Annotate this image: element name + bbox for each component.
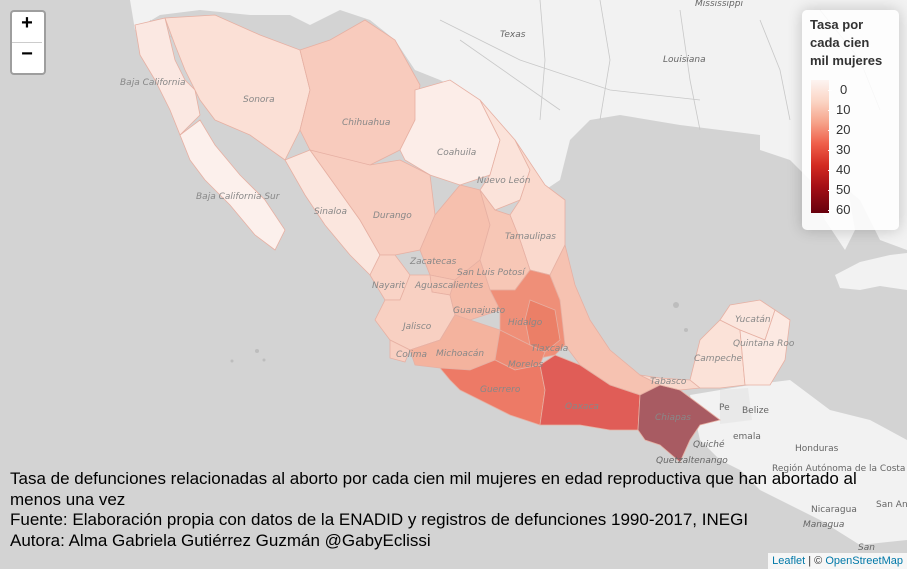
label-costa-region: Región Autónoma de la Costa [772, 463, 905, 474]
legend-tick [828, 110, 832, 111]
label-zacatecas: Zacatecas [409, 257, 457, 267]
legend-label: 10 [836, 102, 851, 117]
label-chihuahua: Chihuahua [342, 118, 390, 128]
label-sonora: Sonora [243, 95, 275, 105]
legend-label: 50 [836, 182, 851, 197]
legend-tick [828, 90, 832, 91]
leaflet-link[interactable]: Leaflet [772, 555, 806, 567]
caption-author: Autora: Alma Gabriela Gutiérrez Guzmán @… [10, 530, 431, 550]
label-oaxaca: Oaxaca [565, 402, 599, 412]
label-tlaxcala: Tlaxcala [531, 344, 568, 354]
label-belize: Belize [742, 406, 769, 416]
legend-title-line: cada cien [810, 35, 870, 50]
islands [230, 302, 688, 363]
label-san: San [858, 543, 875, 553]
label-coahuila: Coahuila [437, 148, 476, 158]
legend-tick [828, 130, 832, 131]
legend-label: 30 [836, 142, 851, 157]
label-yucatan: Yucatán [735, 315, 771, 325]
label-durango: Durango [373, 211, 412, 221]
legend-label: 40 [836, 162, 851, 177]
label-managua: Managua [803, 520, 844, 530]
label-sinaloa: Sinaloa [314, 207, 347, 217]
zoom-control: + − [10, 10, 46, 75]
label-texas: Texas [500, 30, 526, 40]
legend-tick [828, 190, 832, 191]
label-chiapas: Chiapas [655, 413, 691, 423]
state-colima [389, 339, 411, 363]
label-guanajuato: Guanajuato [453, 306, 506, 316]
map-caption: Tasa de defunciones relacionadas al abor… [10, 469, 907, 551]
label-aguascalientes: Aguascalientes [414, 281, 484, 291]
legend-color-bar [811, 80, 829, 213]
openstreetmap-link[interactable]: OpenStreetMap [825, 555, 903, 567]
label-san-luis-potosi: San Luis Potosí [457, 268, 526, 278]
place-labels: Mississippi Texas Louisiana Baja Califor… [120, 0, 907, 553]
usa-land [130, 0, 907, 250]
legend-title-line: mil mujeres [810, 53, 883, 68]
label-campeche: Campeche [694, 354, 742, 364]
zoom-in-button[interactable]: + [21, 12, 33, 34]
zoom-out-button[interactable]: − [12, 42, 42, 73]
legend: Tasa por cada cien mil mujeres 0 10 20 3… [802, 10, 899, 230]
label-quiche: Quiché [693, 439, 725, 450]
label-jalisco: Jalisco [401, 322, 432, 332]
label-tamaulipas: Tamaulipas [505, 232, 556, 242]
state-baja-california-sur [179, 119, 286, 251]
label-guerrero: Guerrero [480, 385, 521, 395]
attribution-separator: | © [805, 555, 826, 567]
label-morelos: Morelos [508, 360, 544, 370]
label-pe: Pe [719, 403, 730, 413]
legend-title-line: Tasa por [810, 17, 864, 32]
state-oaxaca [539, 354, 641, 431]
legend-tick [828, 170, 832, 171]
label-baja-california-sur: Baja California Sur [196, 192, 281, 202]
label-tabasco: Tabasco [650, 377, 687, 387]
legend-label: 20 [836, 122, 851, 137]
legend-title: Tasa por cada cien mil mujeres [810, 16, 896, 70]
label-mississippi: Mississippi [695, 0, 743, 9]
label-nuevo-leon: Nuevo León [477, 175, 531, 186]
label-honduras: Honduras [795, 444, 839, 454]
state-quintana-roo [739, 309, 791, 386]
attribution: Leaflet | © OpenStreetMap [768, 553, 907, 569]
state-baja-california [134, 17, 201, 136]
label-guatemala: emala [733, 432, 761, 442]
cuba-land [835, 253, 907, 290]
label-nicaragua: Nicaragua [811, 505, 857, 515]
caption-source: Fuente: Elaboración propia con datos de … [10, 510, 749, 529]
label-hidalgo: Hidalgo [508, 318, 543, 328]
label-louisiana: Louisiana [663, 55, 706, 65]
label-baja-california: Baja California [120, 78, 185, 88]
legend-label: 60 [836, 202, 851, 217]
label-quintana-roo: Quintana Roo [733, 339, 795, 349]
belize-land [720, 388, 752, 424]
label-colima: Colima [396, 350, 427, 360]
central-america-land [690, 380, 907, 545]
label-quetzaltenango: Quetzaltenango [656, 456, 728, 466]
label-nayarit: Nayarit [372, 281, 405, 291]
legend-tick [828, 210, 832, 211]
mexico-states[interactable] [134, 14, 791, 463]
label-michoacan: Michoacán [436, 349, 484, 359]
label-san-ander: San Ander [876, 500, 907, 510]
legend-label: 0 [840, 82, 848, 97]
caption-title: Tasa de defunciones relacionadas al abor… [10, 469, 857, 509]
legend-tick [828, 150, 832, 151]
